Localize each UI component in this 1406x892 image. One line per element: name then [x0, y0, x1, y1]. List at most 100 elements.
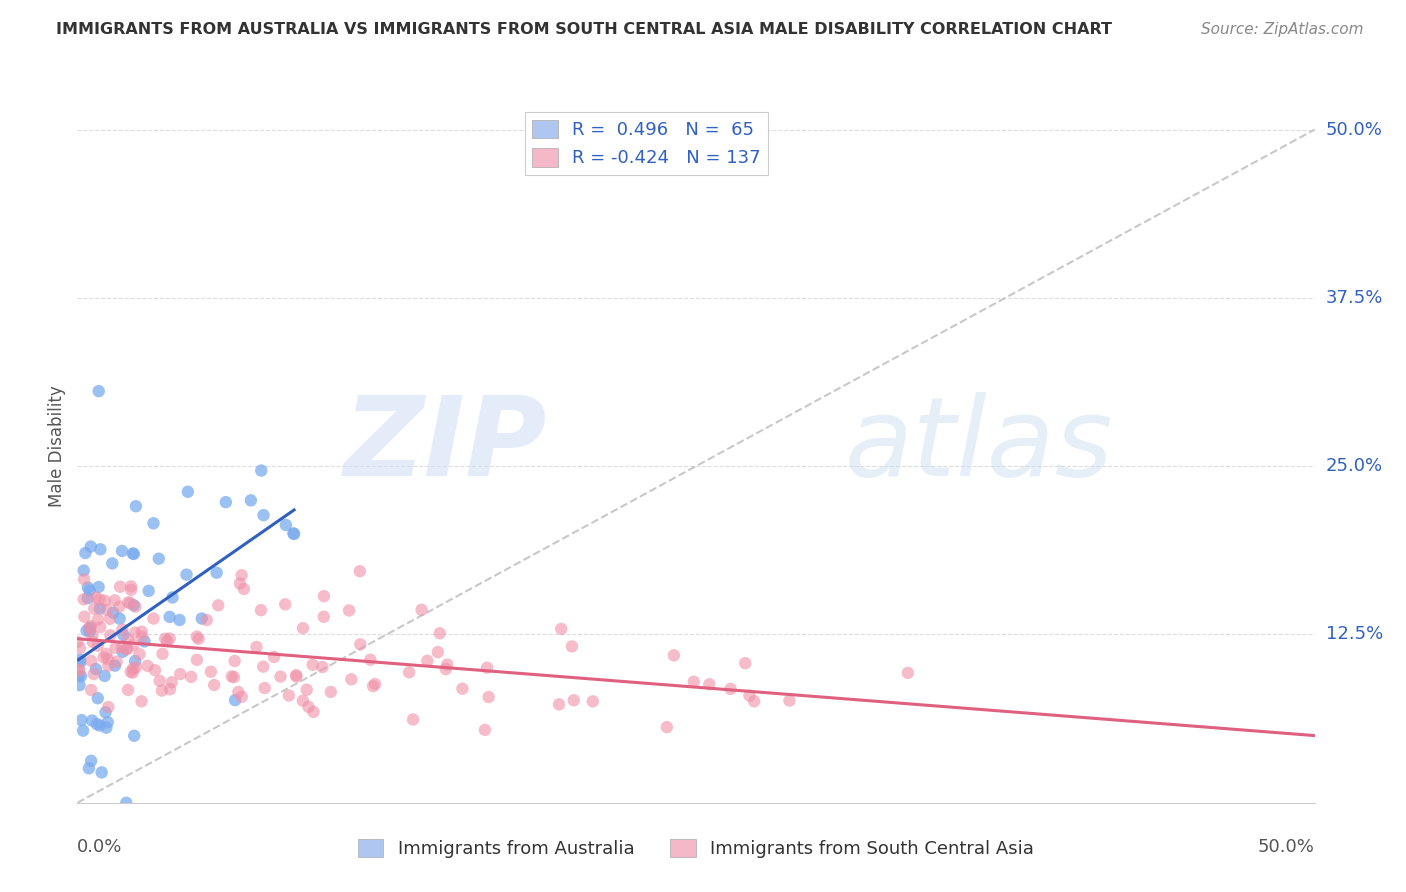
Point — [125, 660, 148, 674]
Point — [253, 681, 276, 695]
Point — [207, 599, 229, 613]
Point — [104, 593, 127, 607]
Point — [77, 621, 100, 635]
Point — [134, 634, 156, 648]
Point — [120, 579, 142, 593]
Point — [180, 670, 202, 684]
Point — [122, 638, 145, 652]
Point — [136, 659, 159, 673]
Point — [169, 667, 191, 681]
Point — [252, 659, 274, 673]
Point — [682, 674, 704, 689]
Point — [122, 598, 145, 612]
Point — [76, 581, 98, 595]
Point — [153, 632, 176, 646]
Point — [561, 640, 583, 654]
Point — [156, 633, 179, 648]
Point — [73, 564, 96, 578]
Point — [319, 685, 342, 699]
Point — [122, 547, 145, 561]
Point — [361, 679, 384, 693]
Point — [190, 611, 212, 625]
Point — [451, 681, 474, 696]
Point — [87, 639, 110, 653]
Point — [125, 500, 148, 514]
Point — [67, 663, 90, 677]
Point — [186, 630, 208, 644]
Point — [104, 658, 127, 673]
Point — [117, 632, 139, 647]
Point — [274, 598, 297, 612]
Point — [582, 694, 605, 708]
Point — [143, 663, 166, 677]
Point — [720, 681, 742, 696]
Point — [84, 591, 107, 605]
Point — [115, 796, 138, 810]
Point — [75, 546, 97, 560]
Text: Source: ZipAtlas.com: Source: ZipAtlas.com — [1201, 22, 1364, 37]
Point — [131, 630, 153, 644]
Point — [70, 669, 93, 683]
Point — [159, 632, 181, 646]
Point — [550, 622, 572, 636]
Point — [232, 582, 254, 596]
Point — [108, 611, 131, 625]
Point — [274, 518, 297, 533]
Point — [231, 568, 253, 582]
Point — [98, 612, 121, 626]
Point — [200, 665, 222, 679]
Point — [283, 527, 305, 541]
Point — [82, 635, 104, 649]
Point — [150, 683, 173, 698]
Point — [89, 601, 111, 615]
Point — [195, 613, 218, 627]
Point — [202, 678, 225, 692]
Text: 25.0%: 25.0% — [1326, 458, 1384, 475]
Point — [80, 540, 103, 554]
Point — [82, 628, 104, 642]
Point — [131, 624, 153, 639]
Point — [228, 685, 250, 699]
Point — [87, 613, 110, 627]
Point — [93, 593, 115, 607]
Point — [221, 669, 243, 683]
Legend: Immigrants from Australia, Immigrants from South Central Asia: Immigrants from Australia, Immigrants fr… — [350, 831, 1042, 865]
Point — [312, 609, 335, 624]
Point — [160, 675, 183, 690]
Point — [245, 640, 267, 654]
Point — [169, 613, 191, 627]
Point — [416, 654, 439, 668]
Point — [76, 591, 98, 606]
Point — [252, 508, 274, 523]
Point — [104, 640, 127, 655]
Point — [149, 673, 172, 688]
Point — [96, 647, 118, 661]
Point — [96, 721, 118, 735]
Point — [176, 567, 198, 582]
Y-axis label: Male Disability: Male Disability — [48, 385, 66, 507]
Point — [69, 656, 91, 670]
Point — [291, 693, 314, 707]
Point — [87, 580, 110, 594]
Point — [337, 603, 360, 617]
Point — [662, 648, 685, 663]
Point — [79, 583, 101, 598]
Point — [79, 624, 101, 639]
Point — [478, 690, 501, 704]
Point — [124, 599, 146, 614]
Point — [120, 582, 142, 597]
Point — [101, 557, 124, 571]
Point — [239, 493, 262, 508]
Point — [301, 657, 323, 672]
Point — [142, 611, 165, 625]
Point — [302, 705, 325, 719]
Point — [89, 542, 111, 557]
Point — [291, 621, 314, 635]
Point — [111, 544, 134, 558]
Point — [108, 580, 131, 594]
Point — [93, 650, 115, 665]
Text: 50.0%: 50.0% — [1258, 838, 1315, 856]
Point — [205, 566, 228, 580]
Point — [402, 713, 425, 727]
Point — [778, 693, 800, 707]
